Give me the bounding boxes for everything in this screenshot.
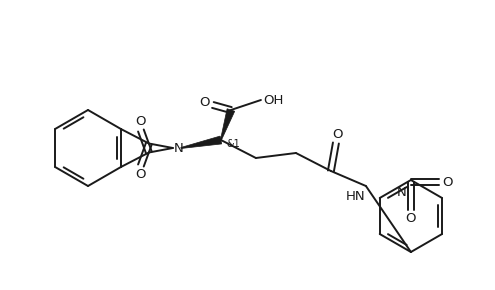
Text: O: O <box>136 115 146 128</box>
Text: O: O <box>136 168 146 181</box>
Polygon shape <box>220 109 235 140</box>
Text: O: O <box>406 213 416 226</box>
Text: N: N <box>397 186 407 198</box>
Text: &1: &1 <box>226 139 240 149</box>
Text: OH: OH <box>264 93 284 106</box>
Text: N: N <box>174 142 184 155</box>
Text: O: O <box>199 97 210 110</box>
Text: O: O <box>443 175 453 188</box>
Polygon shape <box>181 136 222 148</box>
Text: O: O <box>333 128 343 140</box>
Text: HN: HN <box>346 189 366 202</box>
